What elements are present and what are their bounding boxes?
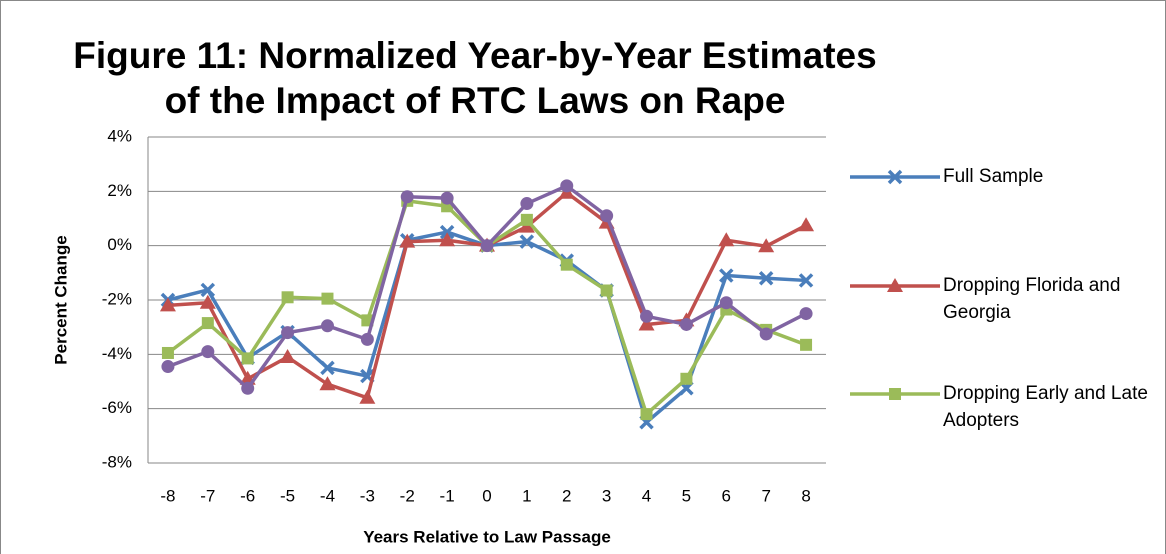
marker [199,294,216,309]
x-tick-label: 6 [722,486,731,505]
marker [758,238,775,253]
marker [439,224,455,240]
marker [161,360,175,374]
y-tick-label: -4% [102,344,132,363]
y-tick-label: -6% [102,398,132,417]
marker [887,278,903,292]
x-axis-title: Years Relative to Law Passage [363,527,611,546]
marker [321,292,334,305]
legend-item: Dropping Florida and Georgia [848,272,1148,326]
marker [520,197,534,211]
marker [560,179,574,193]
x-tick-label: -8 [160,486,175,505]
marker [359,389,376,404]
legend-item: Dropping Early and Late Adopters [848,380,1148,434]
legend-swatch [850,278,940,292]
marker [241,381,255,395]
marker [798,273,814,288]
marker [159,297,176,312]
marker [719,296,733,310]
marker [360,332,374,346]
x-tick-label: 0 [482,486,491,505]
marker [439,232,456,247]
marker [520,213,533,226]
marker [889,388,901,400]
x-tick-label: -1 [440,486,455,505]
marker [519,234,535,249]
marker [718,232,735,247]
marker [400,190,414,204]
marker [200,282,216,298]
marker [800,338,813,351]
x-tick-label: -4 [320,486,335,505]
marker [719,268,734,283]
marker [201,345,215,359]
x-tick-label: 7 [761,486,770,505]
legend-label: Full Sample [943,166,1044,187]
x-tick-label: 4 [642,486,651,505]
chart-title: Figure 11: Normalized Year-by-Year Estim… [73,35,876,76]
marker [759,327,773,341]
x-tick-label: 2 [562,486,571,505]
marker [887,169,903,185]
x-tick-label: -6 [240,486,255,505]
x-tick-label: 1 [522,486,531,505]
marker [679,317,693,331]
marker [399,233,416,248]
marker [320,360,335,376]
y-axis-title: Percent Change [51,235,70,364]
marker [798,217,815,232]
legend-item: Full Sample [848,163,1148,190]
marker [281,291,294,304]
marker [799,307,813,321]
marker [281,326,295,340]
legend-label: Dropping Early and Late Adopters [943,383,1148,431]
marker [758,271,774,286]
marker [319,376,336,391]
marker [680,372,693,385]
marker [320,319,334,333]
x-tick-label: -5 [280,486,295,505]
x-tick-label: -3 [360,486,375,505]
marker [241,352,254,365]
marker [640,408,653,421]
marker [440,191,454,205]
y-tick-label: -2% [102,289,132,308]
y-tick-label: 2% [107,181,132,200]
x-tick-label: 3 [602,486,611,505]
marker [600,284,613,297]
x-tick-label: 8 [801,486,810,505]
marker [279,349,296,364]
y-tick-label: -8% [102,452,132,471]
marker [480,239,494,253]
marker [638,316,655,331]
marker [600,209,614,223]
x-tick-label: 5 [682,486,691,505]
marker [640,309,654,323]
x-tick-label: -7 [200,486,215,505]
y-tick-label: 4% [107,126,132,145]
legend-swatch [850,388,940,400]
chart-title: of the Impact of RTC Laws on Rape [165,80,786,121]
marker [560,258,573,271]
marker [201,317,214,330]
legend-swatch [850,169,940,185]
legend-label: Dropping Florida and Georgia [943,275,1121,323]
marker [161,346,174,359]
y-tick-label: 0% [107,235,132,254]
x-tick-label: -2 [400,486,415,505]
